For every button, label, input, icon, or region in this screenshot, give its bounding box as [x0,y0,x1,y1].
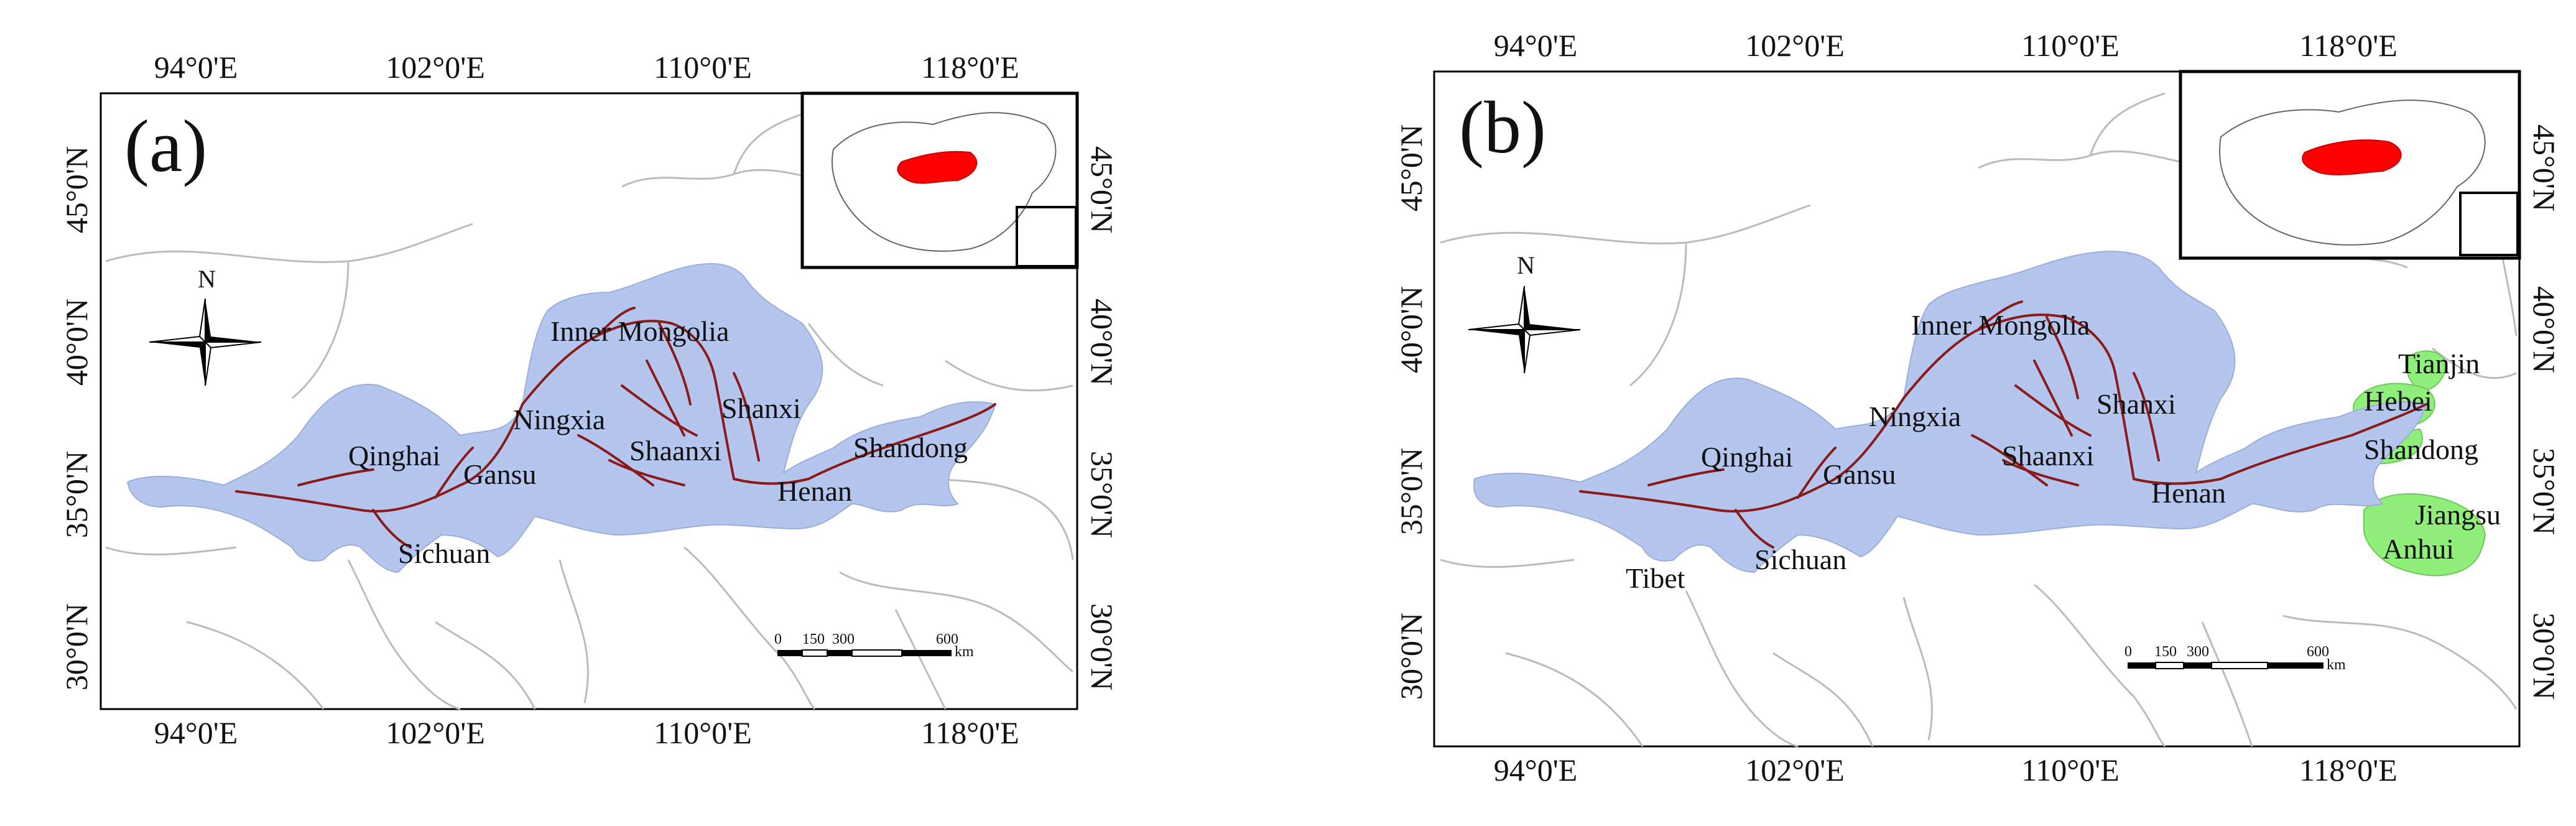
province-label: Shanxi [2096,388,2176,420]
lon-tick-bottom: 110°0'E [654,715,752,750]
province-label: Shaanxi [629,435,721,466]
lat-tick-left: 35°0'N [59,451,94,538]
lon-tick-top: 94°0'E [1494,28,1578,63]
map-b-svg: Inner Mongolia Tianjin Hebei Ningxia Sha… [1394,28,2562,787]
scale-bar [2128,662,2323,669]
tianjin-region [2406,350,2446,392]
lat-tick-right: 30°0'N [1085,603,1119,690]
scale-bar [777,649,952,657]
lat-tick-left: 40°0'N [1394,286,1429,373]
province-label: Sichuan [398,537,490,569]
province-label: Shandong [853,432,968,463]
province-label: Inner Mongolia [550,315,729,347]
river-network [1579,300,2427,549]
province-label: Henan [2151,477,2226,509]
lat-tick-left: 45°0'N [1394,124,1429,211]
lon-tick-bottom: 94°0'E [154,715,238,750]
lon-tick-bottom: 94°0'E [1494,753,1578,787]
scale-number: 150 [802,631,825,647]
lat-tick-right: 40°0'N [2527,286,2562,373]
province-label: Qinghai [348,440,440,471]
lat-tick-right: 35°0'N [1085,451,1119,538]
lon-tick-top: 102°0'E [386,50,485,85]
lat-tick-right: 45°0'N [1085,146,1119,233]
province-label: Inner Mongolia [1911,309,2090,341]
inset-south-sea-box [2459,192,2519,256]
inset-basin-highlight [897,151,978,184]
scale-number: 300 [2187,644,2209,660]
map-panel-b: Inner Mongolia Tianjin Hebei Ningxia Sha… [1288,0,2576,823]
map-a-svg: Inner Mongolia Ningxia Shanxi Qinghai Ga… [59,50,1119,750]
lon-tick-top: 118°0'E [2299,28,2398,63]
scale-number: 300 [832,631,855,647]
panel-label: (a) [124,104,207,187]
lat-tick-left: 30°0'N [59,603,94,690]
scale-number: 0 [2124,644,2132,660]
north-arrow-icon [1468,285,1581,374]
province-label: Qinghai [1701,441,1793,473]
lon-tick-bottom: 102°0'E [386,715,485,750]
province-label: Gansu [463,458,537,490]
lon-tick-bottom: 118°0'E [2299,753,2398,787]
lat-tick-left: 45°0'N [59,146,94,233]
lon-tick-top: 118°0'E [921,50,1019,85]
lon-tick-top: 110°0'E [2021,28,2120,63]
province-boundaries [105,111,1074,710]
lon-tick-top: 94°0'E [154,50,238,85]
province-label: Shandong [2364,434,2478,465]
inset-map [800,91,1079,269]
province-label: Jiangsu [2415,499,2501,531]
lat-tick-right: 30°0'N [2527,613,2562,700]
scale-number: 150 [2154,644,2177,660]
inset-south-sea-box [1016,206,1077,267]
province-label: Shanxi [721,392,801,424]
lat-tick-left: 30°0'N [1394,613,1429,700]
province-label: Hebei [2364,385,2432,417]
province-label: Shaanxi [2002,440,2094,471]
lon-tick-top: 102°0'E [1745,28,1845,63]
lat-tick-left: 35°0'N [1394,448,1429,535]
lon-tick-top: 110°0'E [654,50,752,85]
north-arrow-icon [149,298,262,386]
north-label: N [1517,251,1535,279]
north-label: N [198,265,216,293]
inset-map [2179,70,2521,260]
panel-label: (b) [1459,86,1546,169]
province-label: Tibet [1626,562,1685,594]
lon-tick-bottom: 102°0'E [1745,753,1845,787]
river-network [235,307,996,549]
lat-tick-right: 45°0'N [2527,124,2562,211]
lat-tick-left: 40°0'N [59,299,94,386]
province-label: Henan [777,475,852,507]
lat-tick-right: 35°0'N [2527,448,2562,535]
province-label: Ningxia [513,404,605,435]
province-label: Sichuan [1754,544,1846,575]
lat-tick-right: 40°0'N [1085,299,1119,386]
lon-tick-bottom: 110°0'E [2021,753,2120,787]
jiangsu-anhui-region [2363,493,2486,577]
inset-basin-highlight [2302,139,2402,175]
province-label: Tianjin [2398,348,2480,379]
scale-number: 600 [936,631,958,647]
scale-unit: km [2327,657,2346,673]
province-label: Gansu [1823,458,1896,490]
province-boundaries [1440,92,2518,748]
province-label: Anhui [2383,533,2454,565]
lon-tick-bottom: 118°0'E [921,715,1019,750]
scale-number: 0 [774,631,782,647]
scale-number: 600 [2307,644,2329,660]
province-label: Ningxia [1869,401,1961,432]
scale-unit: km [955,644,974,660]
map-panel-a: Inner Mongolia Ningxia Shanxi Qinghai Ga… [0,0,1288,823]
